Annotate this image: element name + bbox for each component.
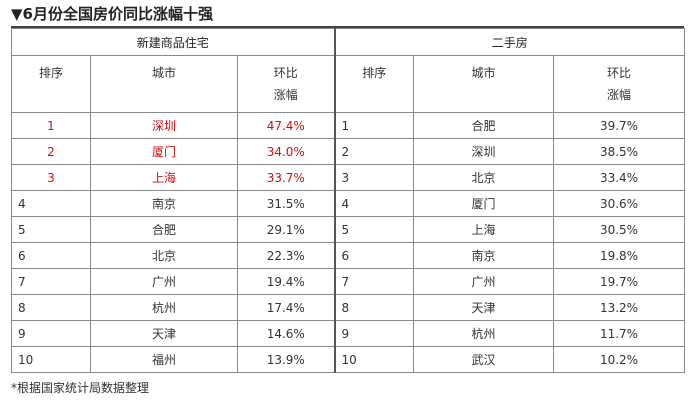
second-city: 深圳 [413, 138, 555, 165]
new-city: 天津 [90, 320, 238, 347]
group-header-row: 新建商品住宅 二手房 [10, 28, 686, 56]
second-city: 天津 [413, 294, 555, 321]
new-city: 厦门 [90, 138, 238, 165]
header-rank-second: 排序 [333, 55, 415, 113]
second-rank: 2 [333, 138, 415, 165]
new-rank: 3 [11, 164, 91, 191]
table-row: 2 厦门 34.0% 2 深圳 38.5% [11, 138, 686, 165]
new-rank: 6 [11, 242, 91, 269]
new-rank: 9 [11, 320, 91, 347]
second-city: 南京 [413, 242, 555, 269]
second-city: 广州 [413, 268, 555, 295]
source-footnote: *根据国家统计局数据整理 [11, 381, 150, 395]
new-city: 深圳 [90, 112, 238, 139]
second-city: 杭州 [413, 320, 555, 347]
second-rank: 10 [333, 346, 415, 373]
new-change: 29.1% [236, 216, 336, 243]
new-city: 上海 [90, 164, 238, 191]
second-rank: 8 [333, 294, 415, 321]
table-row: 3 上海 33.7% 3 北京 33.4% [11, 164, 686, 191]
header-city-new: 城市 [90, 55, 238, 113]
second-change: 30.5% [553, 216, 686, 243]
table-row: 7 广州 19.4% 7 广州 19.7% [11, 268, 686, 295]
second-change: 13.2% [553, 294, 686, 321]
new-rank: 7 [11, 268, 91, 295]
second-change: 10.2% [553, 346, 686, 373]
second-rank: 1 [333, 112, 415, 139]
new-rank: 1 [11, 112, 91, 139]
new-change: 47.4% [236, 112, 336, 139]
table-row: 1 深圳 47.4% 1 合肥 39.7% [11, 112, 686, 139]
ranking-table: 新建商品住宅 二手房 排序 城市 环比 涨幅 排序 城市 环比 涨幅 1 深圳 47… [10, 28, 686, 373]
second-change: 19.7% [553, 268, 686, 295]
second-change: 39.7% [553, 112, 686, 139]
new-rank: 4 [11, 190, 91, 217]
second-change: 33.4% [553, 164, 686, 191]
second-city: 武汉 [413, 346, 555, 373]
new-city: 合肥 [90, 216, 238, 243]
second-rank: 6 [333, 242, 415, 269]
table-row: 8 杭州 17.4% 8 天津 13.2% [11, 294, 686, 321]
new-rank: 2 [11, 138, 91, 165]
new-change: 22.3% [236, 242, 336, 269]
table-row: 5 合肥 29.1% 5 上海 30.5% [11, 216, 686, 243]
new-rank: 8 [11, 294, 91, 321]
second-city: 厦门 [413, 190, 555, 217]
new-change: 33.7% [236, 164, 336, 191]
second-rank: 9 [333, 320, 415, 347]
new-change: 31.5% [236, 190, 336, 217]
new-change: 17.4% [236, 294, 336, 321]
header-rank-new: 排序 [11, 55, 91, 113]
new-city: 广州 [90, 268, 238, 295]
table-row: 10 福州 13.9% 10 武汉 10.2% [11, 346, 686, 373]
table-row: 9 天津 14.6% 9 杭州 11.7% [11, 320, 686, 347]
new-city: 福州 [90, 346, 238, 373]
new-change: 13.9% [236, 346, 336, 373]
new-city: 杭州 [90, 294, 238, 321]
new-change: 19.4% [236, 268, 336, 295]
header-change-new: 环比 涨幅 [236, 55, 336, 113]
ranking-body: 1 深圳 47.4% 1 合肥 39.7% 2 厦门 34.0% 2 深圳 38… [11, 112, 686, 373]
second-change: 19.8% [553, 242, 686, 269]
new-rank: 5 [11, 216, 91, 243]
new-change: 34.0% [236, 138, 336, 165]
second-rank: 4 [333, 190, 415, 217]
new-change: 14.6% [236, 320, 336, 347]
new-city: 北京 [90, 242, 238, 269]
group-second-hand: 二手房 [333, 28, 686, 56]
page-title: ▼6月份全国房价同比涨幅十强 [11, 5, 213, 23]
new-city: 南京 [90, 190, 238, 217]
second-change: 30.6% [553, 190, 686, 217]
table-row: 4 南京 31.5% 4 厦门 30.6% [11, 190, 686, 217]
second-rank: 5 [333, 216, 415, 243]
second-rank: 7 [333, 268, 415, 295]
second-city: 北京 [413, 164, 555, 191]
column-header-row: 排序 城市 环比 涨幅 排序 城市 环比 涨幅 [11, 55, 686, 113]
second-change: 11.7% [553, 320, 686, 347]
second-city: 上海 [413, 216, 555, 243]
second-city: 合肥 [413, 112, 555, 139]
header-change-second: 环比 涨幅 [553, 55, 686, 113]
second-rank: 3 [333, 164, 415, 191]
second-change: 38.5% [553, 138, 686, 165]
title-underline [11, 26, 684, 28]
header-city-second: 城市 [413, 55, 555, 113]
table-row: 6 北京 22.3% 6 南京 19.8% [11, 242, 686, 269]
group-new-homes: 新建商品住宅 [10, 28, 336, 56]
new-rank: 10 [11, 346, 91, 373]
